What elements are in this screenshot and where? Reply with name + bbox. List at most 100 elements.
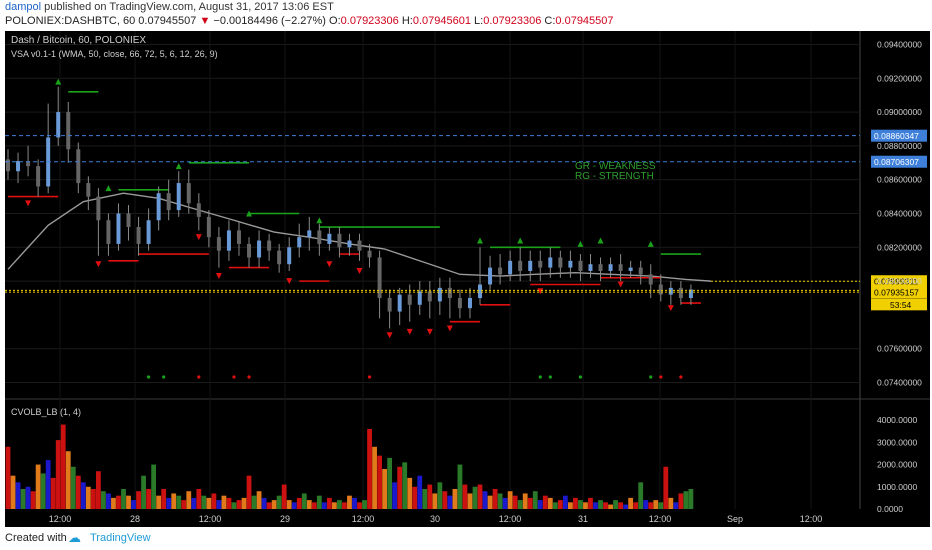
volume-bar (206, 497, 212, 509)
volume-bar (281, 484, 287, 509)
candle-body (186, 183, 191, 204)
time-tick-label: 31 (578, 514, 588, 524)
volume-bar (422, 489, 428, 509)
candle-body (156, 193, 161, 221)
signal-up-marker (517, 237, 524, 244)
candle-body (668, 287, 673, 295)
volume-bar (95, 471, 101, 509)
volume-bar (196, 489, 202, 509)
volume-bar (507, 491, 513, 509)
high-value: 0.07945601 (412, 15, 471, 27)
publisher-line: dampol published on TradingView.com, Aug… (5, 1, 334, 13)
volume-bar (588, 497, 593, 509)
volume-tick-label: 0.0000 (877, 504, 903, 514)
signal-dot (162, 375, 166, 379)
signal-down-marker (356, 267, 363, 274)
price-line-label-bg (871, 275, 927, 288)
volume-bar (60, 424, 66, 509)
volume-bar (477, 484, 483, 509)
close-value: 0.07945507 (555, 15, 614, 27)
price-tick-label: 0.08800000 (877, 141, 922, 151)
price-tick-label: 0.08600000 (877, 175, 922, 185)
price-tick-label: 0.08000000 (877, 276, 922, 286)
candle-body (86, 183, 91, 197)
signal-up-marker (246, 210, 253, 217)
volume-bar (291, 502, 297, 509)
signal-dot (679, 375, 683, 379)
volume-bar (452, 489, 458, 509)
signal-dot (578, 375, 583, 379)
volume-tick-label: 4000.0000 (877, 415, 917, 425)
candle-body (146, 220, 151, 244)
volume-bar (296, 497, 302, 509)
volume-bar (603, 502, 608, 509)
volume-bar (246, 475, 252, 509)
candle-body (6, 159, 10, 172)
volume-bar (387, 457, 393, 509)
volume-bar (40, 473, 46, 509)
candle-body (488, 267, 493, 285)
price-line-label: 0.07999311 (874, 277, 919, 287)
candle-body (196, 203, 201, 217)
candle-body (558, 257, 563, 268)
volume-bar (30, 491, 36, 509)
open-label: O: (329, 15, 341, 27)
candle-body (437, 287, 442, 302)
volume-bar (216, 500, 222, 509)
volume-bar (367, 429, 372, 509)
volume-bar (116, 495, 121, 509)
volume-bar (231, 502, 237, 509)
signal-up-marker (175, 163, 182, 170)
candle-body (598, 264, 603, 271)
author-link[interactable]: dampol (5, 1, 42, 13)
low-value: 0.07923306 (483, 15, 542, 27)
signal-dot (147, 375, 151, 379)
candle-body (277, 250, 282, 265)
volume-bars (5, 424, 694, 509)
volume-bar (688, 489, 694, 509)
publication-header: dampol published on TradingView.com, Aug… (0, 0, 932, 30)
volume-bar (271, 500, 277, 509)
volume-bar (562, 495, 568, 509)
time-tick-label: 30 (430, 514, 440, 524)
volume-bar (101, 491, 106, 509)
volume-bar (251, 495, 257, 509)
tradingview-brand[interactable]: TradingView (90, 532, 151, 544)
price-chart-svg[interactable]: 0.088603470.087063070.079993110.07945507… (5, 31, 930, 527)
volume-bar (90, 489, 96, 509)
volume-bar (673, 502, 679, 509)
price-line-label-bg (871, 155, 927, 168)
volume-bar (25, 486, 31, 509)
indicator-label: VSA v0.1-1 (WMA, 50, close, 66, 72, 5, 6… (11, 49, 218, 59)
volume-bar (392, 482, 398, 509)
grid-lines (5, 31, 860, 509)
signal-up-marker (316, 217, 323, 224)
level-lines (8, 90, 701, 323)
candle-body (377, 257, 382, 299)
volume-bar (658, 502, 664, 509)
candle-body (417, 291, 422, 305)
symbol-name: POLONIEX:DASHBTC, 60 (5, 15, 136, 27)
candle-body (618, 264, 623, 271)
signal-dot (538, 375, 542, 379)
candle-body (226, 230, 231, 251)
high-label: H: (401, 15, 413, 27)
volume-bar (573, 497, 578, 509)
candle-body (367, 250, 372, 258)
candle-body (206, 216, 211, 238)
signal-down-marker (667, 305, 674, 312)
volume-bar (397, 466, 403, 509)
volume-bar (382, 469, 388, 509)
volume-bar (618, 502, 624, 509)
volume-bar (342, 502, 347, 509)
chart-area[interactable]: 0.088603470.087063070.079993110.07945507… (5, 31, 930, 527)
low-label: L: (474, 15, 484, 27)
time-tick-label: 12:00 (49, 514, 72, 524)
signal-up-marker (647, 240, 654, 247)
candle-body (96, 196, 101, 221)
down-arrow-icon: ▼ (199, 15, 211, 27)
volume-bar (462, 484, 468, 509)
signal-down-marker (326, 261, 333, 268)
volume-bar (362, 500, 367, 509)
candle-body (648, 274, 653, 285)
